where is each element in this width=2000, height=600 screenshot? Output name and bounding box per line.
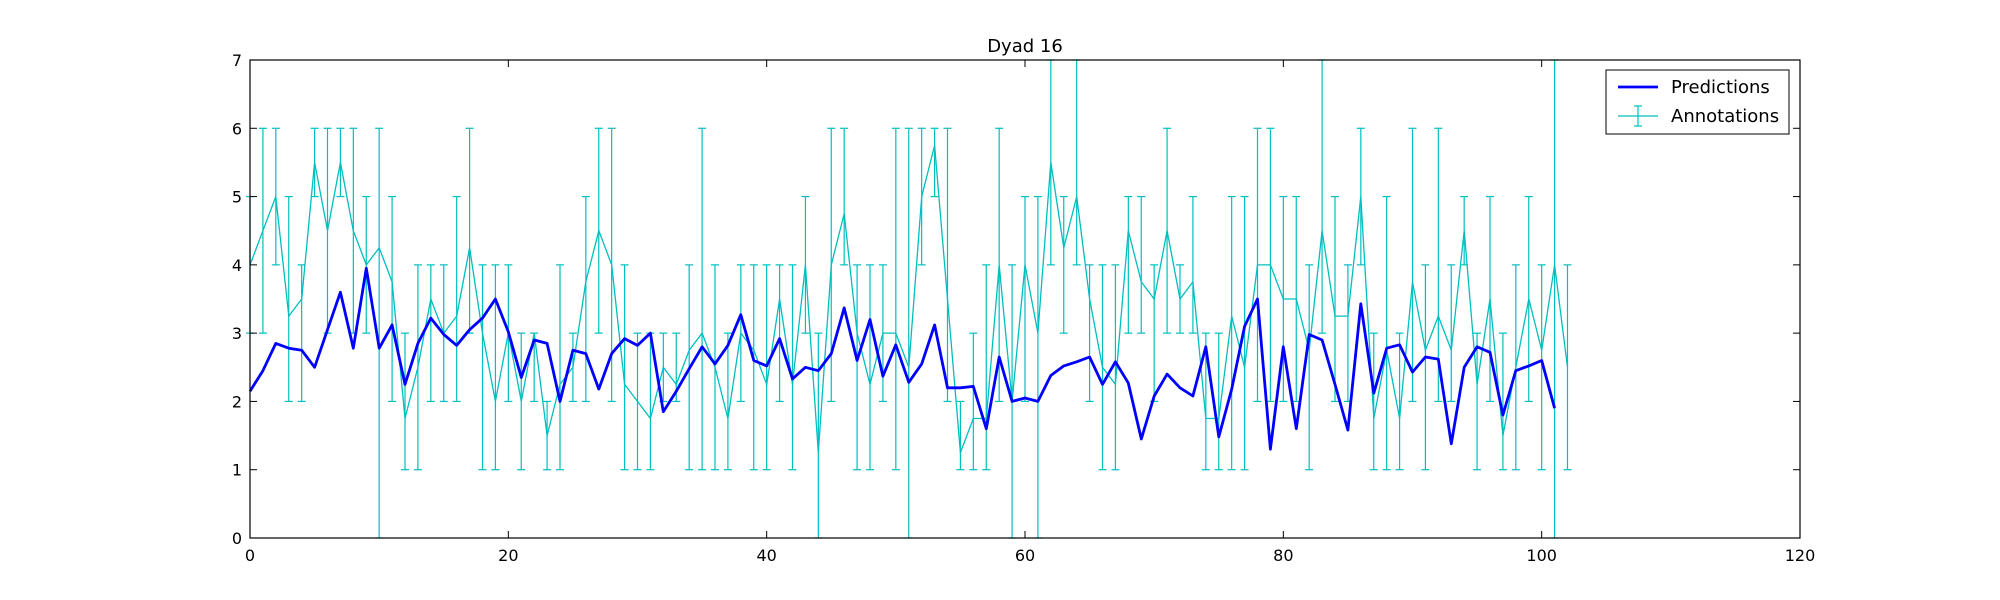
x-tick-label: 0 xyxy=(245,546,255,565)
y-tick-label: 6 xyxy=(232,119,242,138)
x-tick-label: 80 xyxy=(1273,546,1293,565)
legend-annotations-label: Annotations xyxy=(1671,106,1779,127)
y-tick-label: 1 xyxy=(232,461,242,480)
x-tick-label: 120 xyxy=(1785,546,1816,565)
y-tick-label: 2 xyxy=(232,392,242,411)
legend-box xyxy=(1605,69,1790,135)
y-tick-label: 3 xyxy=(232,324,242,343)
legend-predictions-label: Predictions xyxy=(1671,77,1770,98)
y-tick-label: 0 xyxy=(232,529,242,548)
y-tick-label: 5 xyxy=(232,188,242,207)
x-tick-label: 60 xyxy=(1015,546,1035,565)
legend: Predictions Annotations xyxy=(1605,69,1790,135)
x-tick-label: 20 xyxy=(498,546,518,565)
chart-title: Dyad 16 xyxy=(987,36,1063,57)
x-tick-label: 100 xyxy=(1526,546,1557,565)
x-tick-label: 40 xyxy=(756,546,776,565)
predictions-line xyxy=(248,266,1556,451)
y-tick-label: 7 xyxy=(232,51,242,70)
annotations-line xyxy=(249,145,1569,453)
axes: 0 20 40 60 80 100 120 0 1 2 3 4 5 6 7 xyxy=(232,51,1815,565)
y-tick-label: 4 xyxy=(232,256,242,275)
